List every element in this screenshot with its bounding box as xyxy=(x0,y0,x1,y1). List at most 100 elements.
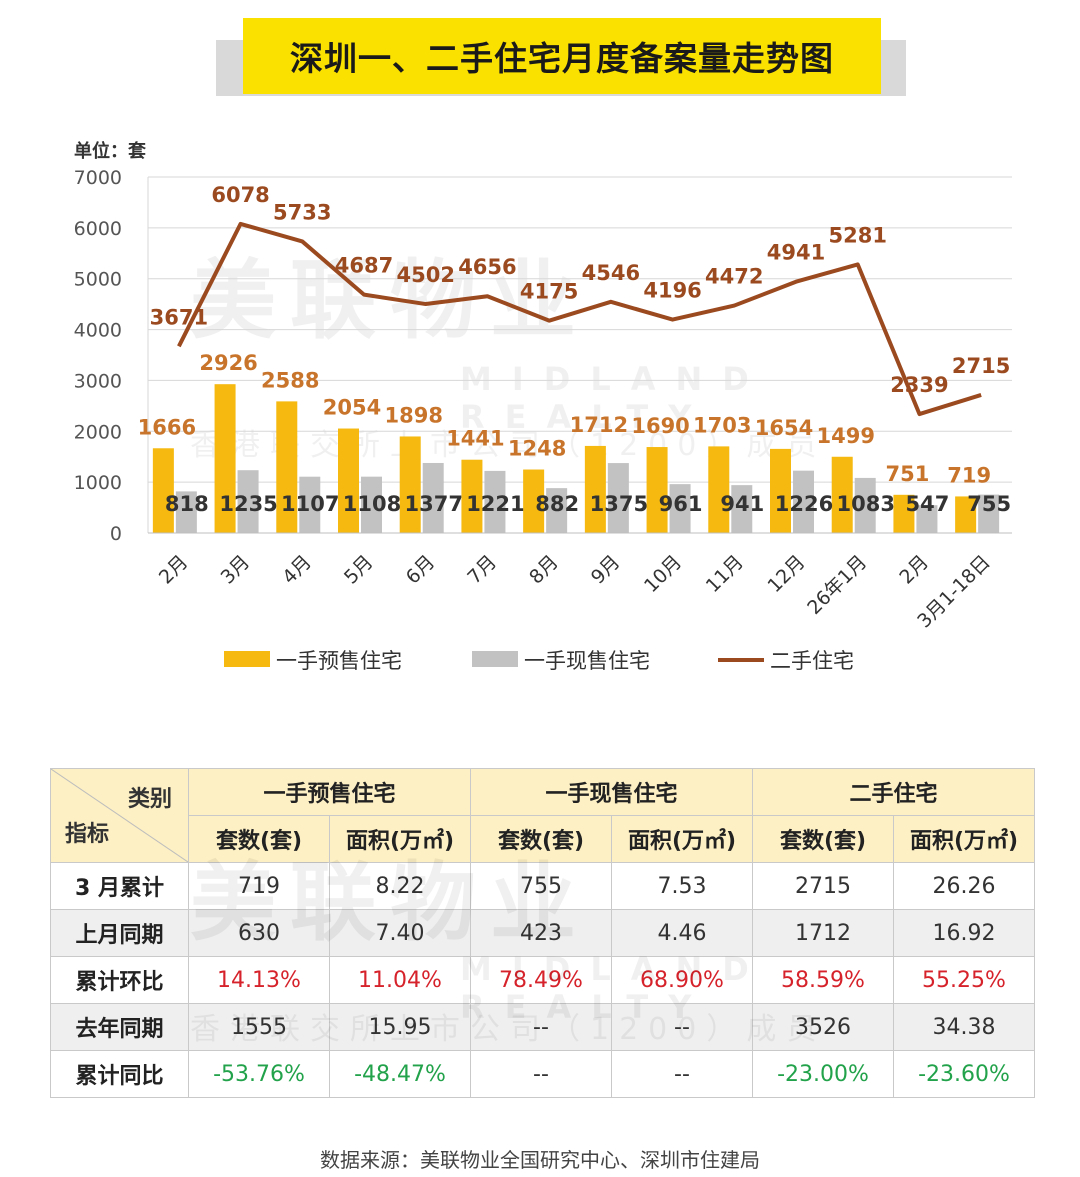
data-label-completed: 547 xyxy=(906,492,950,516)
data-label-completed: 941 xyxy=(720,492,764,516)
bar-completed xyxy=(484,470,506,533)
data-label-presale: 1712 xyxy=(570,413,628,437)
group-header: 二手住宅 xyxy=(752,768,1035,816)
x-tick-label: 26年1月 xyxy=(803,551,871,619)
table-cell: 11.04% xyxy=(329,956,471,1004)
data-label-secondhand: 2339 xyxy=(890,373,948,397)
data-label-secondhand: 6078 xyxy=(211,183,269,207)
table-cell: -23.00% xyxy=(752,1050,894,1098)
bar-completed xyxy=(978,494,1000,533)
y-tick-label: 2000 xyxy=(74,421,122,443)
bar-presale xyxy=(770,448,791,533)
bar-completed xyxy=(299,476,321,533)
table-cell: -48.47% xyxy=(329,1050,471,1098)
bar-completed xyxy=(175,491,197,533)
bar-completed xyxy=(793,470,814,533)
data-label-completed: 961 xyxy=(659,492,703,516)
table-cell: 68.90% xyxy=(611,956,753,1004)
data-label-completed: 882 xyxy=(535,492,579,516)
column-header: 面积(万㎡) xyxy=(329,815,471,863)
legend-presale-label: 一手预售住宅 xyxy=(276,649,402,673)
table-cell: 1712 xyxy=(752,909,894,957)
bar-presale xyxy=(584,445,606,533)
table-cell: -53.76% xyxy=(188,1050,330,1098)
bar-presale xyxy=(399,436,421,533)
table-cell: 7.53 xyxy=(611,862,753,910)
table-cell: 1555 xyxy=(188,1003,330,1051)
table-cell: 755 xyxy=(470,862,612,910)
table-cell: 630 xyxy=(188,909,330,957)
data-label-completed: 1083 xyxy=(836,492,894,516)
x-tick-label: 5月 xyxy=(340,551,378,589)
data-label-completed: 1108 xyxy=(343,492,401,516)
bar-completed xyxy=(731,485,753,533)
summary-table: 类别 指标 一手预售住宅 一手现售住宅 二手住宅 套数(套) 面积(万㎡) 套数… xyxy=(50,768,1035,1098)
data-label-presale: 2926 xyxy=(199,351,257,375)
row-label: 上月同期 xyxy=(50,909,189,957)
x-tick-label: 9月 xyxy=(587,551,625,589)
data-label-presale: 719 xyxy=(947,463,991,487)
data-label-presale: 2054 xyxy=(323,396,381,420)
data-label-secondhand: 4941 xyxy=(767,241,825,265)
column-header: 面积(万㎡) xyxy=(611,815,753,863)
data-label-secondhand: 4656 xyxy=(458,255,516,279)
data-label-completed: 1377 xyxy=(404,492,462,516)
table-cell: 4.46 xyxy=(611,909,753,957)
table-cell: 15.95 xyxy=(329,1003,471,1051)
table-cell: 8.22 xyxy=(329,862,471,910)
data-label-secondhand: 4472 xyxy=(705,265,763,289)
corner-diagonal xyxy=(51,769,188,862)
bar-presale xyxy=(338,428,359,533)
bar-completed xyxy=(361,476,382,533)
table-row: 3 月累计 719 8.22 755 7.53 2715 26.26 xyxy=(50,862,1035,910)
table-cell: -- xyxy=(611,1050,753,1098)
x-tick-label: 12月 xyxy=(763,551,809,597)
data-label-secondhand: 5281 xyxy=(828,223,886,247)
table-cell: 16.92 xyxy=(893,909,1035,957)
data-label-secondhand: 3671 xyxy=(150,305,208,329)
y-tick-label: 3000 xyxy=(74,370,122,392)
data-label-completed: 818 xyxy=(165,492,209,516)
bar-completed xyxy=(854,477,876,533)
column-header: 面积(万㎡) xyxy=(893,815,1035,863)
table-cell: 2715 xyxy=(752,862,894,910)
data-label-completed: 1221 xyxy=(466,492,524,516)
data-label-presale: 751 xyxy=(886,462,930,486)
y-unit-label: 单位：套 xyxy=(74,140,146,162)
x-tick-label: 10月 xyxy=(640,551,686,597)
table-cell: 719 xyxy=(188,862,330,910)
corner-category-label: 类别 xyxy=(127,787,172,812)
legend-presale-swatch xyxy=(224,651,270,667)
y-tick-label: 0 xyxy=(110,523,122,545)
x-tick-label: 2月 xyxy=(895,551,933,589)
group-header: 一手现售住宅 xyxy=(470,768,753,816)
y-tick-label: 5000 xyxy=(74,269,122,291)
bar-completed xyxy=(237,470,259,533)
data-label-completed: 1375 xyxy=(590,492,648,516)
row-label: 累计同比 xyxy=(50,1050,189,1098)
bar-presale xyxy=(831,456,853,533)
table-cell: 78.49% xyxy=(470,956,612,1004)
group-header: 一手预售住宅 xyxy=(188,768,471,816)
data-label-secondhand: 5733 xyxy=(273,200,331,224)
x-tick-label: 3月 xyxy=(217,551,255,589)
y-tick-label: 4000 xyxy=(74,320,122,342)
table-cell: -23.60% xyxy=(893,1050,1035,1098)
data-label-completed: 1107 xyxy=(281,492,339,516)
bar-presale xyxy=(893,494,915,533)
x-tick-label: 7月 xyxy=(463,551,501,589)
bar-presale xyxy=(276,401,298,533)
x-tick-label: 2月 xyxy=(155,551,193,589)
bar-completed xyxy=(422,462,444,533)
bar-presale xyxy=(955,496,977,533)
table-cell: 14.13% xyxy=(188,956,330,1004)
data-label-secondhand: 4502 xyxy=(396,263,454,287)
column-header: 套数(套) xyxy=(752,815,894,863)
data-label-presale: 1703 xyxy=(693,413,751,437)
table-cell: -- xyxy=(611,1003,753,1051)
corner-indicator-label: 指标 xyxy=(65,822,110,847)
data-source: 数据来源：美联物业全国研究中心、深圳市住建局 xyxy=(320,1148,760,1172)
bar-presale xyxy=(152,448,174,533)
row-label: 去年同期 xyxy=(50,1003,189,1051)
table-row: 累计同比 -53.76% -48.47% -- -- -23.00% -23.6… xyxy=(50,1050,1035,1098)
